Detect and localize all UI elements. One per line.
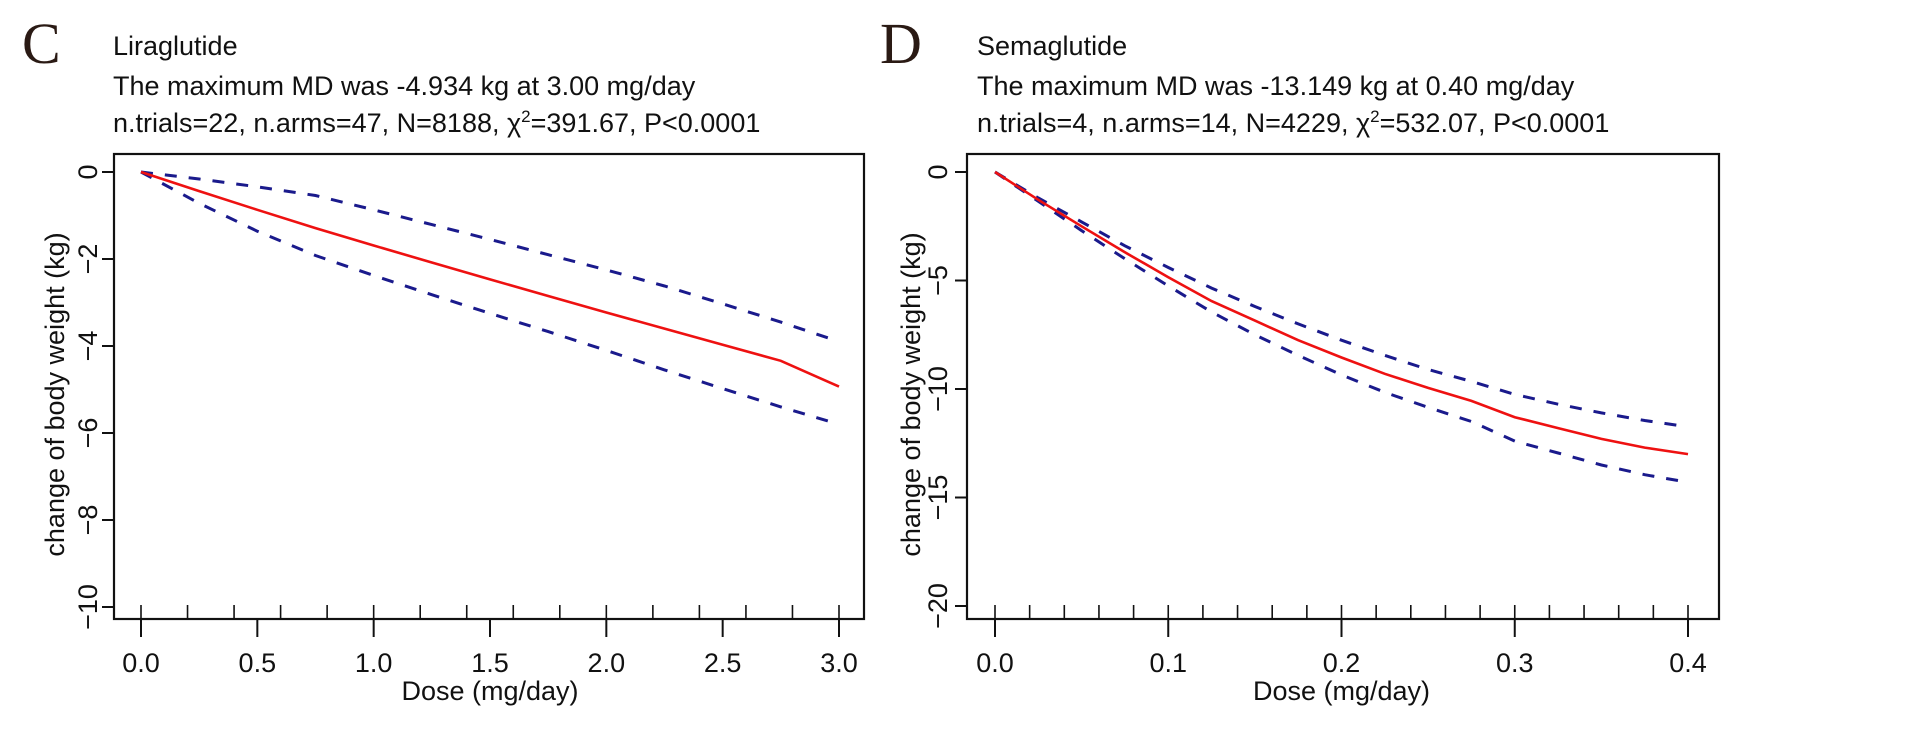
stats-prefix: n.trials=22, n.arms=47, N=8188,	[113, 108, 507, 138]
chart-stats: n.trials=22, n.arms=47, N=8188, χ2=391.6…	[113, 107, 760, 138]
x-tick-label: 0.4	[1669, 648, 1707, 678]
x-tick-label: 0.5	[239, 648, 277, 678]
x-axis-label: Dose (mg/day)	[1253, 676, 1430, 706]
y-tick-label: −10	[923, 366, 953, 412]
x-tick-label: 1.5	[471, 648, 509, 678]
y-tick-label: −10	[73, 584, 103, 630]
x-axis: 0.0 0.1 0.2 0.3 0.4	[976, 619, 1707, 678]
chart-stats: n.trials=4, n.arms=14, N=4229, χ2=532.07…	[977, 107, 1609, 138]
y-tick-label: −5	[923, 265, 953, 296]
y-tick-label: −15	[923, 475, 953, 521]
fitted-md-line	[140, 170, 840, 388]
dose-rug	[994, 605, 1689, 619]
chi-superscript: 2	[521, 107, 530, 126]
stats-suffix: =532.07, P<0.0001	[1380, 108, 1610, 138]
chart-subtitle: The maximum MD was -4.934 kg at 3.00 mg/…	[113, 71, 696, 101]
ci-upper-line	[994, 170, 1689, 429]
x-tick-label: 0.3	[1496, 648, 1534, 678]
x-tick-label: 2.5	[704, 648, 742, 678]
chi-symbol: χ	[507, 108, 521, 138]
x-tick-label: 1.0	[355, 648, 393, 678]
panel-letter: C	[22, 11, 61, 76]
panel-liraglutide: C Liraglutide The maximum MD was -4.934 …	[22, 11, 866, 706]
fitted-md-line	[994, 170, 1689, 456]
x-tick-label: 2.0	[588, 648, 626, 678]
y-axis: 0 −2 −4 −6 −8 −10	[73, 164, 114, 630]
panel-semaglutide: D Semaglutide The maximum MD was -13.149…	[880, 11, 1721, 706]
y-tick-label: −4	[73, 331, 103, 362]
chart-title: Semaglutide	[977, 31, 1127, 61]
x-axis: 0.0 0.5 1.0 1.5 2.0 2.5 3.0	[122, 619, 858, 678]
y-axis-label: change of body weight (kg)	[896, 232, 926, 556]
series-lines	[994, 170, 1689, 484]
y-tick-label: −8	[73, 505, 103, 536]
y-tick-label: 0	[923, 164, 953, 179]
x-tick-label: 3.0	[820, 648, 858, 678]
stats-suffix: =391.67, P<0.0001	[531, 108, 761, 138]
y-tick-label: 0	[73, 164, 103, 179]
chi-superscript: 2	[1370, 107, 1379, 126]
y-tick-label: −2	[73, 244, 103, 275]
x-tick-label: 0.0	[976, 648, 1014, 678]
x-axis-label: Dose (mg/day)	[401, 676, 578, 706]
y-axis: 0 −5 −10 −15 −20	[923, 164, 967, 629]
chi-symbol: χ	[1356, 108, 1370, 138]
plot-frame	[112, 152, 866, 621]
ci-upper-line	[140, 170, 840, 344]
x-tick-label: 0.2	[1323, 648, 1361, 678]
x-tick-label: 0.0	[122, 648, 160, 678]
ci-lower-line	[140, 170, 840, 426]
chart-title: Liraglutide	[113, 31, 238, 61]
plot-frame	[965, 152, 1721, 621]
y-axis-label: change of body weight (kg)	[40, 232, 70, 556]
chart-subtitle: The maximum MD was -13.149 kg at 0.40 mg…	[977, 71, 1575, 101]
x-tick-label: 0.1	[1149, 648, 1187, 678]
stats-prefix: n.trials=4, n.arms=14, N=4229,	[977, 108, 1356, 138]
y-tick-label: −6	[73, 418, 103, 449]
dose-rug	[140, 605, 840, 619]
y-tick-label: −20	[923, 583, 953, 629]
panel-letter: D	[880, 11, 922, 76]
series-lines	[140, 170, 840, 426]
